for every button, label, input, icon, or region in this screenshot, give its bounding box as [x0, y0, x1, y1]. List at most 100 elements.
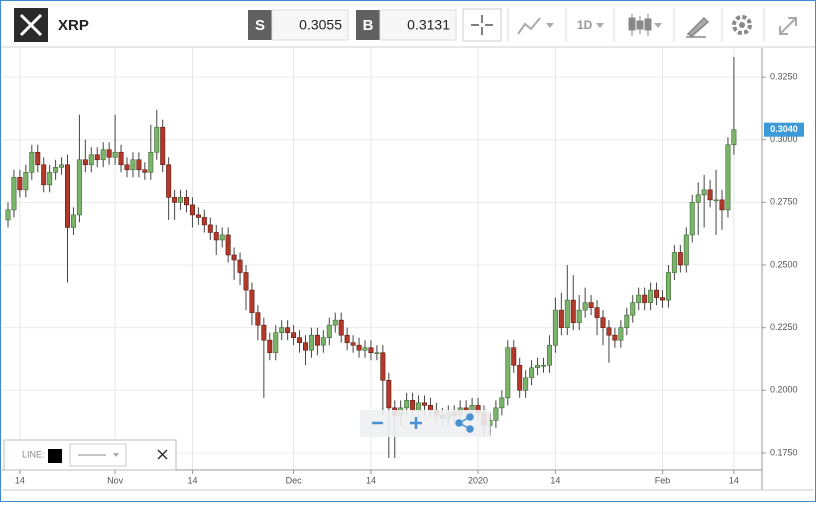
- candle-body: [701, 189, 707, 196]
- candle-body: [29, 151, 35, 173]
- chart-type-icon[interactable]: [517, 17, 541, 35]
- candle-body: [368, 347, 374, 354]
- last-price-marker: [764, 122, 804, 137]
- sell-button[interactable]: [248, 10, 272, 40]
- settings-icon-center: [739, 22, 745, 28]
- share-icon[interactable]: [455, 413, 474, 433]
- candle-body: [320, 337, 326, 346]
- candle-body: [719, 199, 725, 211]
- candle-body: [380, 352, 386, 381]
- candle-body: [374, 352, 380, 355]
- candle-body: [499, 397, 505, 409]
- candle-body: [308, 334, 314, 351]
- candle-body: [612, 334, 618, 341]
- candle-body: [166, 164, 172, 198]
- candle-body: [302, 342, 308, 351]
- buy-price-box[interactable]: [379, 9, 457, 41]
- x-tick-label: 14: [187, 475, 197, 485]
- candle-body: [70, 214, 76, 228]
- candle-body: [237, 259, 243, 273]
- candle-body: [172, 197, 178, 203]
- draw-icon[interactable]: [686, 16, 710, 38]
- candle-body: [213, 232, 219, 241]
- candle-body: [600, 317, 606, 328]
- expand-icon[interactable]: [779, 17, 797, 35]
- candle-body: [540, 364, 546, 367]
- settings-icon[interactable]: [732, 15, 752, 35]
- candle-body: [636, 294, 642, 303]
- candle-body: [421, 402, 427, 406]
- candle-body: [88, 154, 94, 166]
- candle-body: [297, 337, 303, 343]
- candle-body: [350, 342, 356, 346]
- candle-body: [695, 194, 701, 203]
- candle-body: [576, 309, 582, 323]
- candle-body: [267, 339, 273, 354]
- candle-body: [130, 159, 136, 171]
- candle-body: [689, 202, 695, 236]
- candle-body: [285, 327, 291, 333]
- candle-body: [47, 171, 53, 186]
- dropdown-arrow: [113, 453, 119, 457]
- candle-body: [112, 151, 118, 158]
- candle-body: [624, 314, 630, 328]
- line-color[interactable]: [48, 449, 62, 463]
- candle-body: [654, 289, 660, 298]
- candle-body: [124, 164, 130, 171]
- candle-body: [410, 400, 416, 411]
- candle-body: [505, 347, 511, 399]
- candles-icon[interactable]: [628, 14, 652, 36]
- y-tick-label: 0.2250: [770, 322, 798, 332]
- candle-body: [41, 164, 47, 186]
- candle-body: [11, 177, 17, 211]
- candle-body: [529, 367, 535, 379]
- dropdown-arrow: [546, 23, 554, 28]
- candle-body: [5, 209, 11, 221]
- candle-body: [683, 234, 689, 266]
- candle-body: [189, 204, 195, 216]
- candle-body: [469, 405, 475, 411]
- crosshair-button[interactable]: [462, 8, 502, 42]
- y-tick-label: 0.1750: [770, 447, 798, 457]
- candle-body: [207, 224, 213, 233]
- zoom-in[interactable]: [410, 417, 422, 429]
- candle-body: [100, 149, 106, 161]
- candle-body: [160, 126, 166, 166]
- x-tick-label: Nov: [107, 475, 124, 485]
- sell-price-box[interactable]: [271, 9, 349, 41]
- y-tick-label: 0.3000: [770, 134, 798, 144]
- candle-body: [713, 199, 719, 202]
- candle-body: [201, 217, 207, 226]
- x-tick-label: 14: [550, 475, 560, 485]
- candle-body: [118, 151, 124, 166]
- candle-body: [94, 154, 100, 161]
- x-tick-label: Feb: [655, 475, 671, 485]
- sell-label: S: [255, 17, 265, 34]
- close-panel[interactable]: [157, 449, 168, 460]
- candle-body: [195, 214, 201, 218]
- candle-body: [338, 319, 344, 336]
- buy-label: B: [363, 17, 374, 34]
- candle-body: [136, 159, 142, 171]
- candle-body: [404, 400, 410, 409]
- candle-body: [255, 312, 261, 326]
- candle-body: [356, 344, 362, 351]
- candle-body: [362, 347, 368, 351]
- candle-body: [594, 307, 600, 318]
- x-tick-label: 14: [729, 475, 739, 485]
- buy-button[interactable]: [356, 10, 380, 40]
- candle-body: [332, 319, 338, 326]
- candle-body: [82, 159, 88, 166]
- candle-body: [35, 151, 41, 166]
- candle-body: [225, 234, 231, 256]
- candle-body: [261, 324, 267, 341]
- candle-body: [648, 289, 654, 303]
- y-tick-label: 0.2750: [770, 197, 798, 207]
- candle-body: [564, 299, 570, 328]
- candle-body: [142, 169, 148, 173]
- x-tick-label: Dec: [286, 475, 303, 485]
- candle-body: [344, 334, 350, 343]
- candle-body: [416, 402, 422, 411]
- interval[interactable]: 1D: [577, 18, 593, 32]
